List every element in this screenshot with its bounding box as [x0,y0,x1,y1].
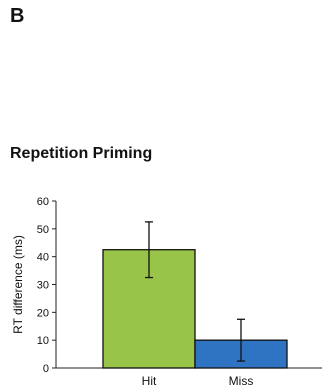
y-tick-label: 30 [37,280,49,292]
y-tick-label: 40 [37,252,49,264]
y-tick-label: 50 [37,224,49,236]
chart-title: Repetition Priming [10,145,153,162]
y-axis-label-group: RT difference (ms) [11,235,25,334]
panel-label: B [10,5,25,27]
x-tick-label-hit: Hit [142,374,157,388]
y-tick-label: 60 [37,196,49,208]
y-tick-label: 10 [37,335,49,347]
y-tick-label: 0 [43,363,49,375]
x-tick-label-miss: Miss [229,374,254,388]
y-tick-label: 20 [37,307,49,319]
y-axis-label: RT difference (ms) [11,235,25,334]
